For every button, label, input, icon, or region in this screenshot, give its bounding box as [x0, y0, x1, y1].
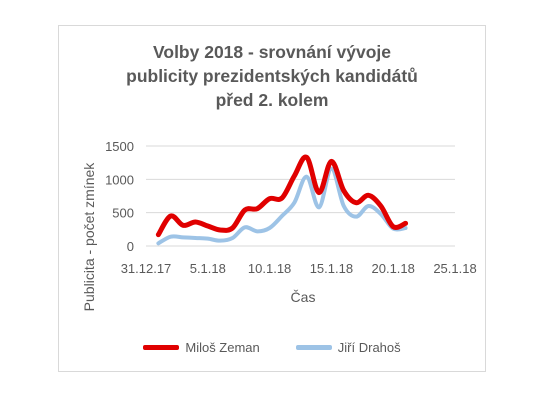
chart-title-line-2: publicity prezidentských kandidátů: [126, 66, 418, 86]
x-axis-label: Čas: [291, 289, 316, 305]
y-tick-label: 1000: [105, 172, 134, 187]
y-tick-label: 500: [112, 206, 134, 221]
x-tick-label: 5.1.18: [190, 261, 226, 276]
chart-title-line-3: před 2. kolem: [215, 90, 329, 110]
legend-swatch-zeman: [143, 345, 180, 350]
legend-item-drahos: Jiří Drahoš: [295, 340, 401, 355]
y-tick-labels: 0 500 1000 1500: [105, 139, 134, 254]
series-lines: [155, 154, 409, 246]
series-line-zeman: [155, 154, 409, 238]
y-axis-label: Publicita - počet zmínek: [81, 162, 97, 312]
legend-item-zeman: Miloš Zeman: [143, 340, 260, 355]
x-tick-label: 10.1.18: [248, 261, 291, 276]
y-tick-label: 1500: [105, 139, 134, 154]
y-tick-label: 0: [127, 239, 134, 254]
legend: Miloš Zeman Jiří Drahoš: [58, 340, 486, 355]
legend-label-zeman: Miloš Zeman: [185, 340, 260, 355]
chart-title: Volby 2018 - srovnání vývoje publicity p…: [58, 40, 486, 112]
x-tick-label: 25.1.18: [433, 261, 476, 276]
x-tick-labels: 31.12.17 5.1.18 10.1.18 15.1.18 20.1.18 25.1.…: [121, 261, 477, 276]
x-tick-label: 20.1.18: [372, 261, 415, 276]
gridlines: [146, 145, 455, 247]
series-line-drahos: [156, 166, 408, 246]
x-tick-label: 15.1.18: [310, 261, 353, 276]
legend-swatch-drahos: [295, 345, 332, 350]
chart-title-line-1: Volby 2018 - srovnání vývoje: [153, 42, 391, 62]
x-tick-label: 31.12.17: [121, 261, 172, 276]
legend-label-drahos: Jiří Drahoš: [337, 340, 401, 355]
